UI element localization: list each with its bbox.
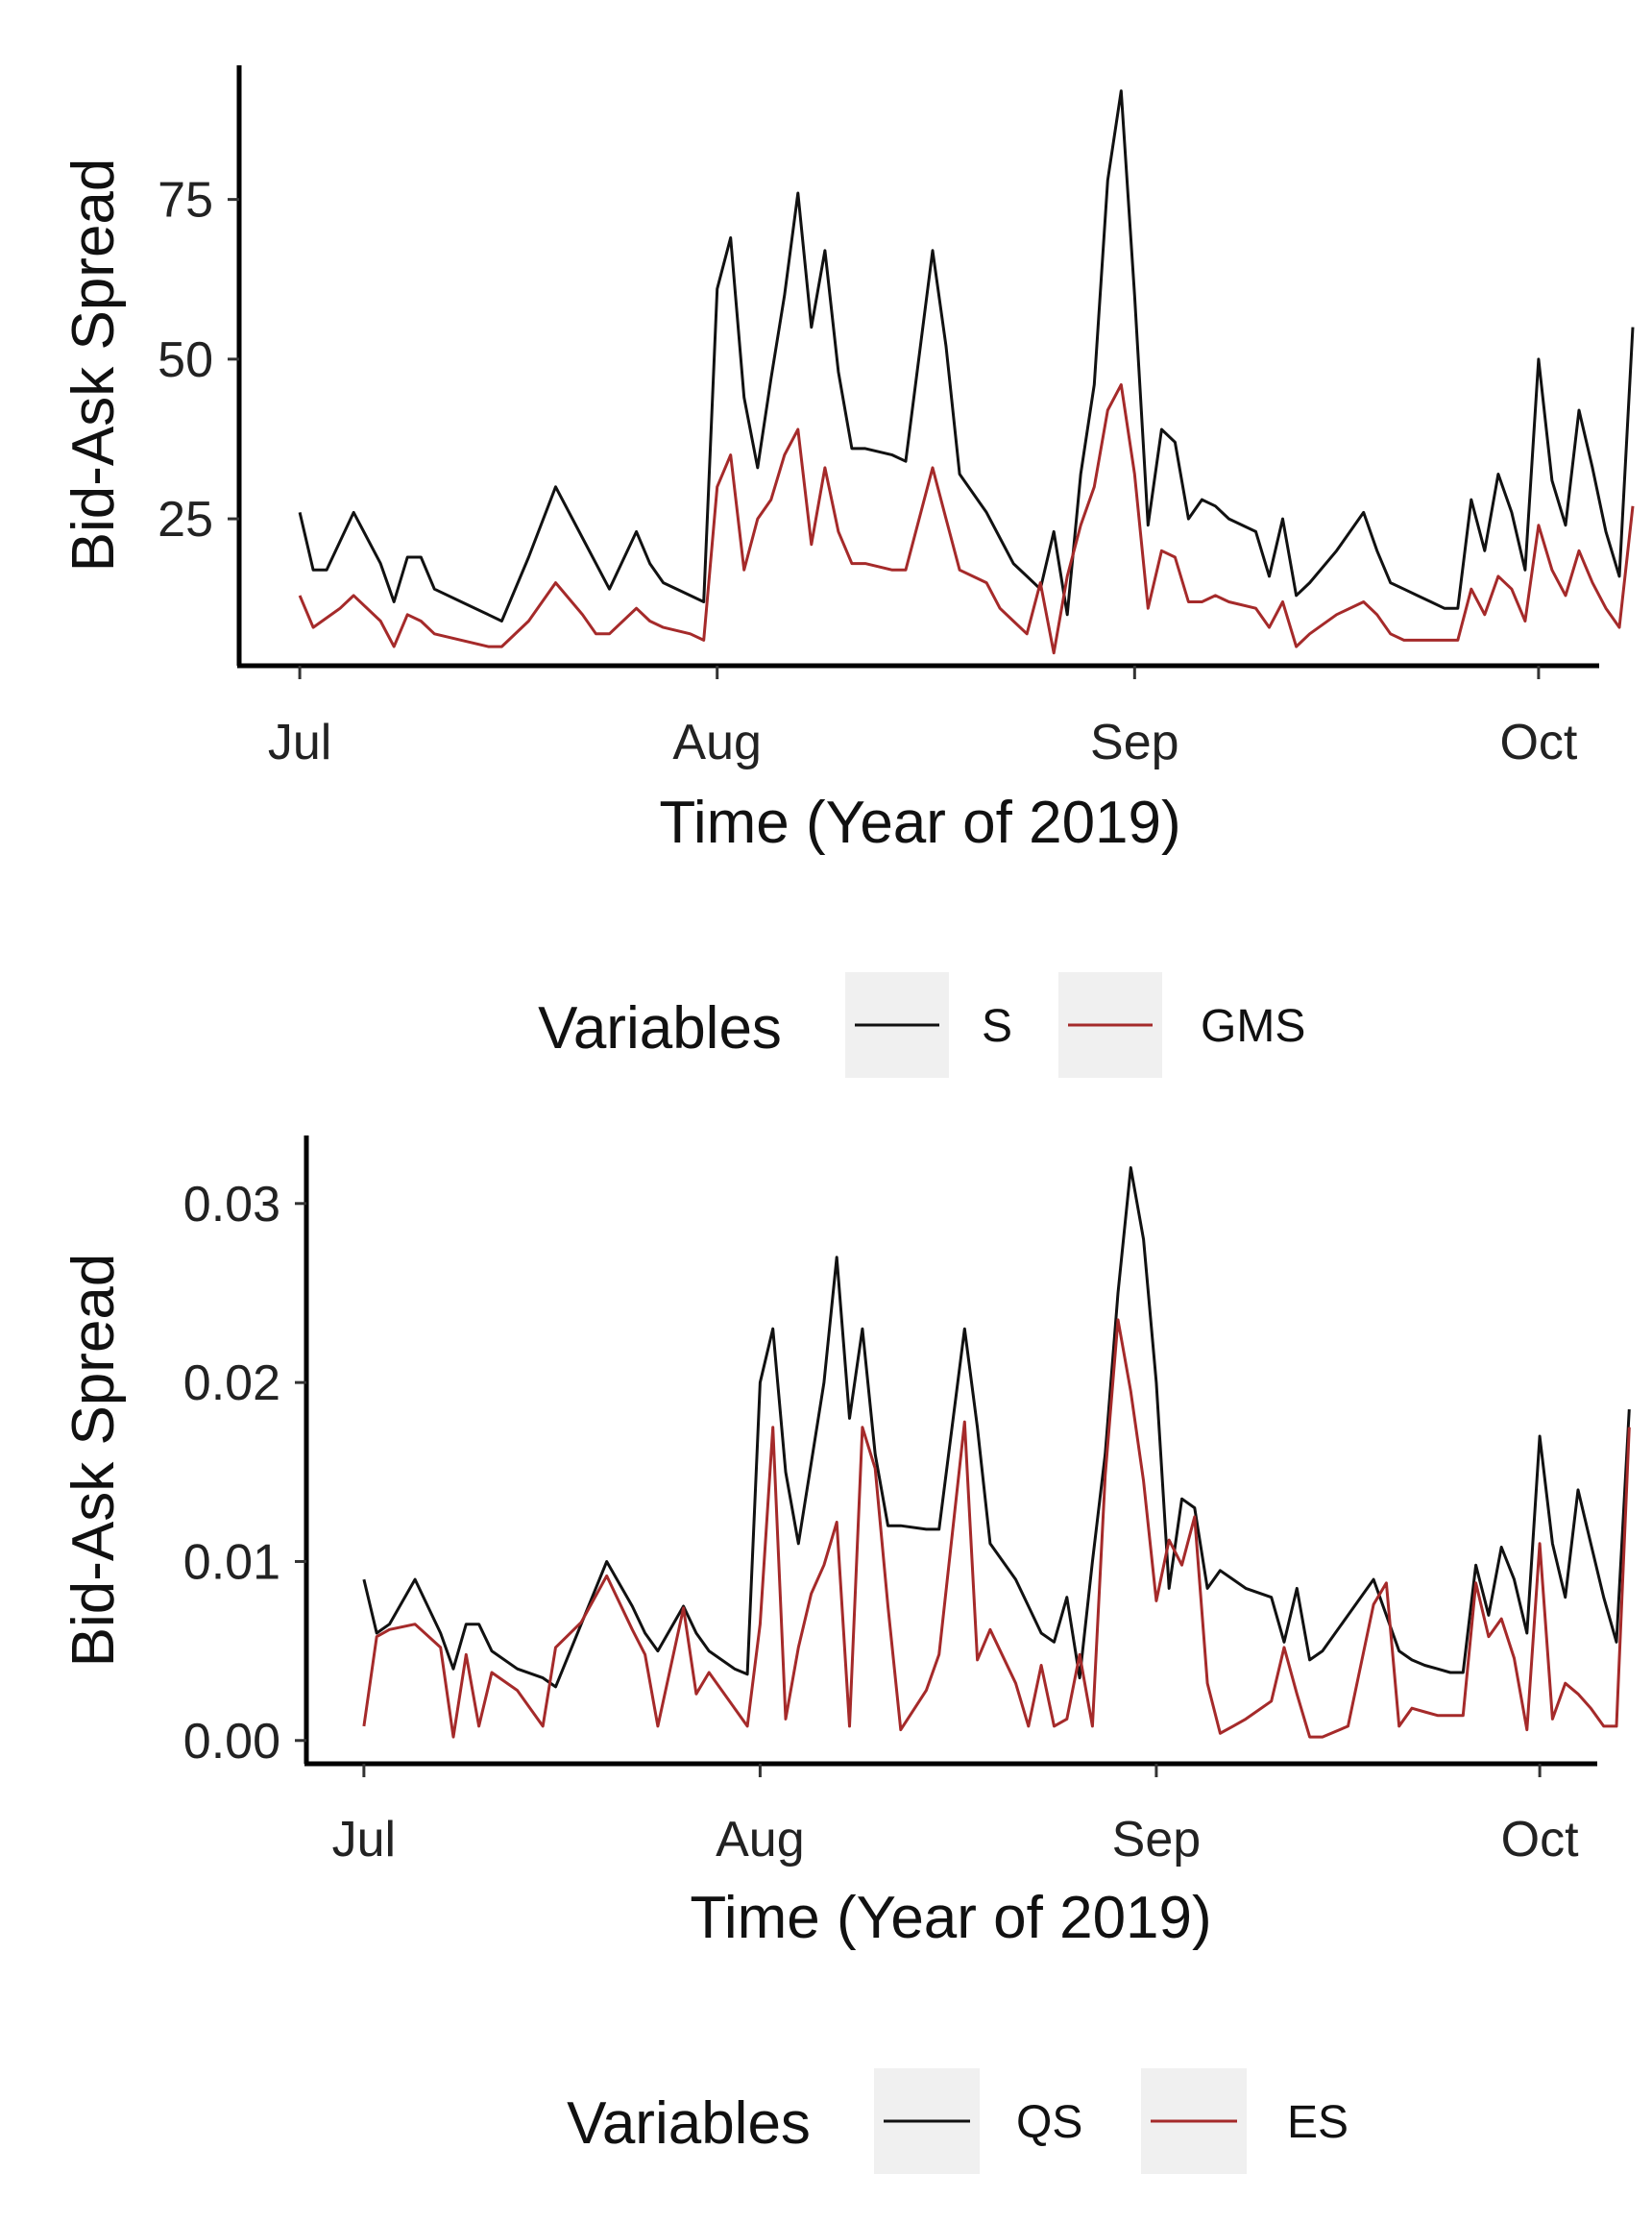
chart-bottom: 0.00 0.01 0.02 0.03 Jul Aug Sep Oct Time (Year…	[61, 1135, 1631, 2174]
y-ticks: 25 50 75	[158, 173, 239, 548]
chart-panel-top: 25 50 75 Jul Aug Sep Oct Time (Year of 2019) …	[0, 0, 1652, 1105]
y-axis-title: Bid-Ask Spread	[61, 1254, 127, 1668]
series-line-s	[298, 89, 1635, 623]
legend-label-qs: QS	[1016, 2097, 1082, 2148]
x-tick-label: Jul	[332, 1812, 396, 1868]
y-tick-label: 75	[158, 173, 213, 229]
legend-label-es: ES	[1287, 2097, 1348, 2148]
y-tick-label: 0.03	[183, 1177, 280, 1233]
y-tick-label: 50	[158, 332, 213, 388]
legend-label-s: S	[982, 1001, 1012, 1052]
legend-title: Variables	[538, 995, 782, 1062]
legend-label-gms: GMS	[1201, 1001, 1305, 1052]
legend-title: Variables	[567, 2090, 811, 2157]
legend: Variables S GMS	[538, 972, 1305, 1078]
x-axis-title: Time (Year of 2019)	[690, 1885, 1211, 1951]
x-tick-label: Oct	[1499, 715, 1577, 770]
series-line-es	[362, 1318, 1631, 1739]
plot-lines	[362, 1166, 1631, 1739]
x-tick-label: Oct	[1501, 1812, 1579, 1868]
x-ticks: Jul Aug Sep Oct	[268, 666, 1578, 770]
y-tick-label: 0.00	[183, 1714, 280, 1770]
plot-lines	[298, 89, 1635, 655]
y-tick-label: 0.02	[183, 1355, 280, 1411]
x-ticks: Jul Aug Sep Oct	[332, 1764, 1579, 1868]
x-axis-title: Time (Year of 2019)	[659, 790, 1180, 856]
x-tick-label: Sep	[1090, 715, 1179, 770]
legend: Variables QS ES	[567, 2068, 1348, 2174]
x-tick-label: Jul	[268, 715, 331, 770]
y-tick-label: 25	[158, 492, 213, 548]
series-line-qs	[362, 1166, 1631, 1689]
x-tick-label: Aug	[672, 715, 762, 770]
x-tick-label: Sep	[1112, 1812, 1202, 1868]
y-tick-label: 0.01	[183, 1534, 280, 1590]
chart-panel-bottom: 0.00 0.01 0.02 0.03 Jul Aug Sep Oct Time (Year…	[0, 1105, 1652, 2222]
x-tick-label: Aug	[716, 1812, 805, 1868]
y-axis-title: Bid-Ask Spread	[61, 159, 127, 573]
y-ticks: 0.00 0.01 0.02 0.03	[183, 1177, 306, 1770]
series-line-gms	[298, 382, 1635, 655]
